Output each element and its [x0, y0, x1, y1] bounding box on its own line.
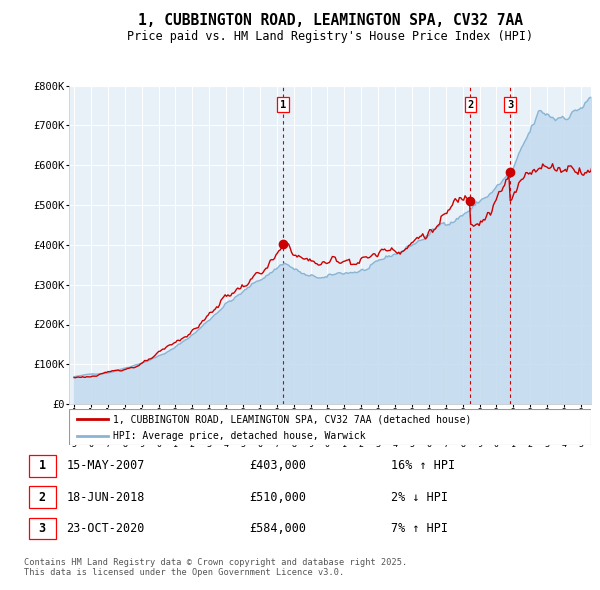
Text: 16% ↑ HPI: 16% ↑ HPI [391, 460, 455, 473]
Text: 2: 2 [38, 490, 46, 504]
Text: 2: 2 [467, 100, 473, 110]
Text: HPI: Average price, detached house, Warwick: HPI: Average price, detached house, Warw… [113, 431, 366, 441]
Text: 15-MAY-2007: 15-MAY-2007 [66, 460, 145, 473]
Text: 3: 3 [507, 100, 513, 110]
Text: £510,000: £510,000 [250, 490, 307, 504]
Bar [29, 455, 56, 477]
Text: 1, CUBBINGTON ROAD, LEAMINGTON SPA, CV32 7AA (detached house): 1, CUBBINGTON ROAD, LEAMINGTON SPA, CV32… [113, 414, 472, 424]
Text: 23-OCT-2020: 23-OCT-2020 [66, 522, 145, 535]
Text: £584,000: £584,000 [250, 522, 307, 535]
Text: 3: 3 [38, 522, 46, 535]
Text: 1: 1 [38, 460, 46, 473]
Bar [29, 517, 56, 539]
Text: 7% ↑ HPI: 7% ↑ HPI [391, 522, 448, 535]
Text: £403,000: £403,000 [250, 460, 307, 473]
Text: Contains HM Land Registry data © Crown copyright and database right 2025.
This d: Contains HM Land Registry data © Crown c… [24, 558, 407, 577]
Text: 2% ↓ HPI: 2% ↓ HPI [391, 490, 448, 504]
Text: 18-JUN-2018: 18-JUN-2018 [66, 490, 145, 504]
Text: 1: 1 [280, 100, 286, 110]
Bar [29, 486, 56, 508]
Text: 1, CUBBINGTON ROAD, LEAMINGTON SPA, CV32 7AA: 1, CUBBINGTON ROAD, LEAMINGTON SPA, CV32… [137, 13, 523, 28]
Text: Price paid vs. HM Land Registry's House Price Index (HPI): Price paid vs. HM Land Registry's House … [127, 30, 533, 43]
